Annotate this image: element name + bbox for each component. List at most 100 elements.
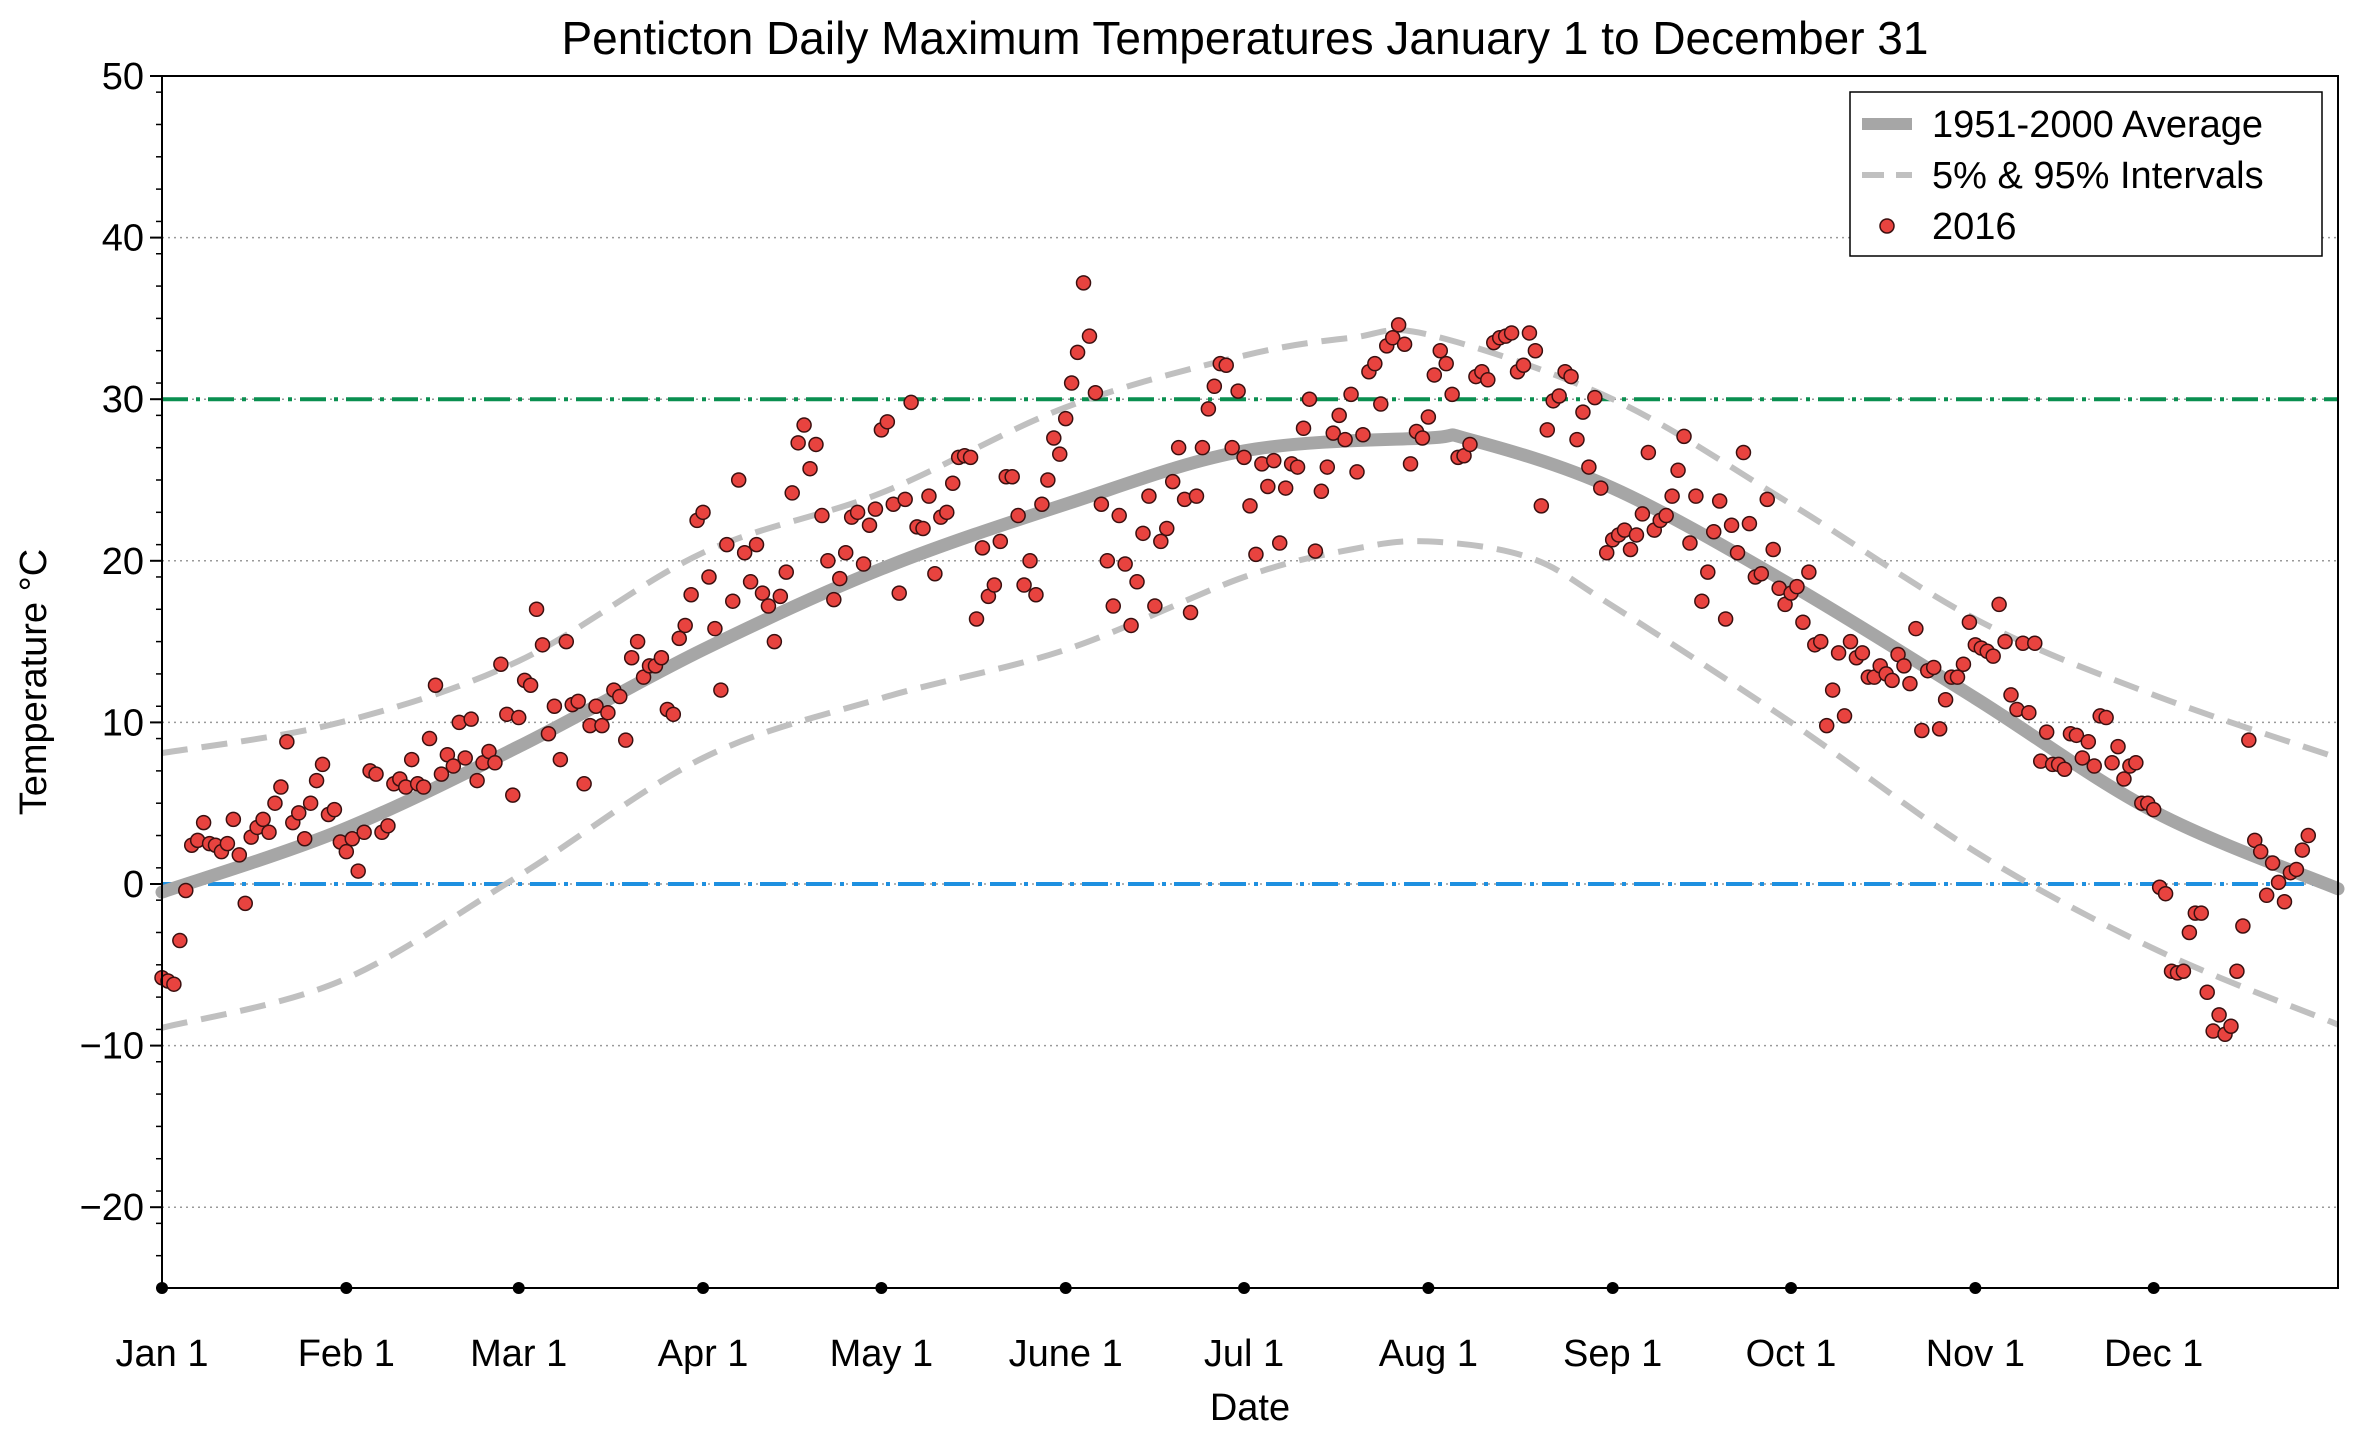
scatter-point — [962, 449, 979, 466]
scatter-point — [1051, 446, 1068, 462]
scatter-point — [1206, 378, 1223, 395]
scatter-point — [1373, 396, 1389, 412]
scatter-point — [368, 766, 384, 782]
x-tick-label: June 1 — [1009, 1333, 1123, 1375]
scatter-point — [1307, 543, 1324, 559]
scatter-point — [1390, 317, 1407, 333]
scatter-point — [1093, 496, 1110, 512]
scatter-point — [855, 556, 872, 572]
scatter-point — [445, 758, 462, 774]
reference-lines — [162, 397, 2338, 886]
x-tick-label: Feb 1 — [298, 1333, 395, 1375]
scatter-point — [1028, 586, 1044, 603]
scatter-point — [1337, 431, 1353, 448]
scatter-point — [1759, 491, 1775, 508]
scatter-point — [546, 698, 563, 714]
scatter-point — [1462, 436, 1478, 453]
scatter-point — [2080, 734, 2097, 750]
scatter-point — [2258, 887, 2275, 904]
scatter-point — [178, 882, 194, 899]
scatter-point — [2294, 842, 2311, 858]
scatter-point — [2086, 758, 2102, 774]
scatter-point — [522, 677, 539, 693]
scatter-point — [1438, 355, 1454, 372]
scatter-point — [1396, 336, 1413, 353]
scatter-point — [915, 520, 931, 537]
scatter-point — [231, 847, 248, 863]
scatter-point — [1801, 564, 1817, 580]
scatter-point — [802, 460, 818, 477]
scatter-point — [1949, 669, 1966, 685]
scatter-point — [1795, 614, 1811, 630]
scatter-point — [1622, 541, 1639, 558]
scatter-point — [1961, 614, 1978, 630]
scatter-point — [677, 617, 693, 634]
scatter-point — [1902, 675, 1918, 692]
x-tick-label: Jul 1 — [1204, 1333, 1284, 1375]
scatter-point — [219, 835, 236, 852]
scatter-point — [861, 517, 878, 533]
scatter-point — [1069, 344, 1086, 361]
scatter-point — [1141, 488, 1157, 504]
scatter-point — [1164, 473, 1181, 490]
scatter-point — [2074, 750, 2091, 766]
scatter-point — [2003, 687, 2019, 703]
scatter-point — [356, 824, 372, 841]
scatter-point — [1628, 527, 1645, 543]
scatter-point — [1765, 541, 1781, 558]
y-tick-label: −20 — [80, 1187, 144, 1229]
scatter-point — [2145, 801, 2162, 818]
scatter-point — [992, 533, 1009, 550]
scatter-point — [267, 795, 283, 811]
scatter-point — [1789, 578, 1805, 595]
chart-title: Penticton Daily Maximum Temperatures Jan… — [562, 12, 1929, 64]
scatter-point — [653, 650, 670, 666]
scatter-point — [629, 633, 646, 650]
scatter-point — [1908, 620, 1924, 637]
scatter-point — [552, 751, 569, 768]
interval-line — [161, 538, 2340, 1031]
scatter-point — [1634, 506, 1651, 522]
scatter-point — [1480, 372, 1496, 388]
scatter-point — [1343, 386, 1359, 403]
x-tick-label: May 1 — [830, 1333, 933, 1375]
scatter-point — [1170, 439, 1187, 456]
scatter-point — [826, 591, 842, 608]
scatter-point — [1593, 480, 1609, 496]
scatter-point — [1295, 420, 1312, 437]
scatter-point — [1753, 565, 1770, 582]
scatter-point — [1444, 386, 1460, 403]
x-tick-label: Oct 1 — [1746, 1333, 1837, 1375]
scatter-point — [2128, 755, 2144, 771]
scatter-point — [974, 540, 991, 556]
legend-label-intervals: 5% & 95% Intervals — [1932, 155, 2264, 197]
scatter-point — [237, 895, 253, 912]
scatter-point — [1569, 431, 1585, 448]
scatter-point — [1111, 507, 1127, 524]
scatter-point — [1955, 656, 1972, 672]
scatter-point — [350, 863, 366, 879]
scatter-point — [1658, 507, 1674, 524]
scatter-point — [1551, 388, 1567, 404]
legend: 1951-2000 Average 5% & 95% Intervals 201… — [1849, 91, 2323, 257]
scatter-point — [1925, 659, 1942, 676]
x-tick-label: Dec 1 — [2104, 1333, 2203, 1375]
scatter-point — [1224, 439, 1240, 456]
scatter-point — [766, 633, 783, 650]
scatter-point — [1248, 546, 1264, 563]
scatter-point — [1824, 682, 1841, 698]
scatter-point — [1682, 535, 1698, 551]
y-tick-label: 0 — [123, 864, 144, 906]
scatter-point — [1277, 480, 1294, 496]
scatter-point — [1301, 391, 1318, 407]
scatter-point — [1914, 722, 1930, 739]
scatter-point — [617, 732, 634, 748]
scatter-point — [1420, 409, 1437, 425]
scatter-point — [344, 831, 361, 847]
x-axis-label: Date — [1210, 1387, 1290, 1429]
scatter-point — [1349, 464, 1365, 480]
scatter-point — [1402, 456, 1419, 472]
y-axis-label: Temperature °C — [13, 549, 55, 816]
scatter-point — [1688, 488, 1704, 504]
